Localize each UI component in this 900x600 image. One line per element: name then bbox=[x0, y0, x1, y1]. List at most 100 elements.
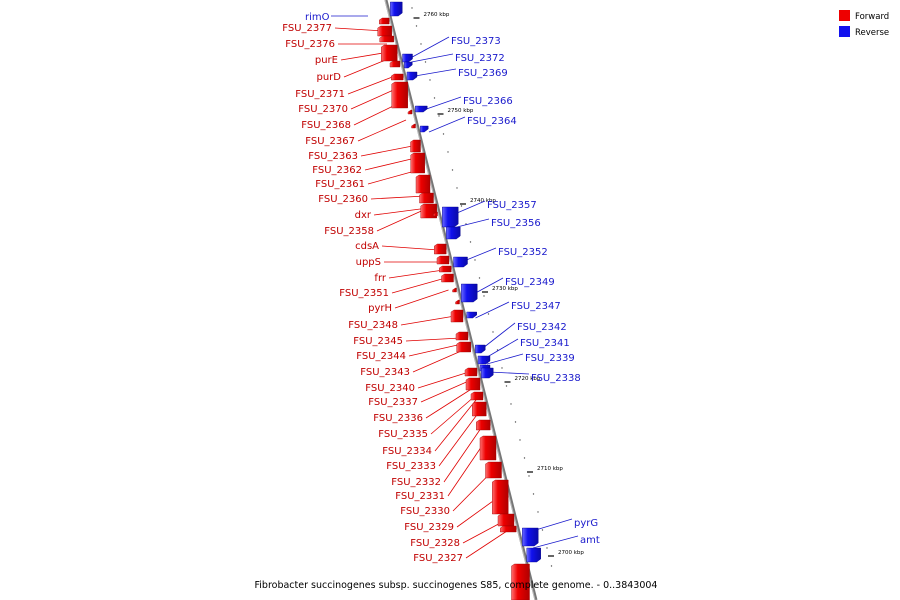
forward-gene-block bbox=[381, 44, 398, 62]
tick-label: 2700 kbp bbox=[558, 550, 584, 556]
forward-leader-line bbox=[405, 337, 461, 342]
reverse-gene-label: FSU_2341 bbox=[520, 338, 570, 349]
reverse-gene-label: FSU_2364 bbox=[467, 116, 517, 127]
reverse-gene-label: FSU_2372 bbox=[455, 53, 505, 64]
forward-gene-block bbox=[379, 35, 394, 43]
forward-gene-block bbox=[411, 123, 416, 129]
scale-dot bbox=[546, 547, 548, 549]
forward-gene-label: FSU_2335 bbox=[378, 429, 428, 440]
reverse-gene-label: FSU_2366 bbox=[463, 96, 513, 107]
reverse-gene-block bbox=[526, 547, 541, 563]
forward-gene-label: FSU_2329 bbox=[404, 522, 454, 533]
legend-reverse-swatch bbox=[839, 26, 850, 37]
forward-gene-label: FSU_2348 bbox=[348, 320, 398, 331]
forward-leader-line bbox=[425, 387, 474, 419]
forward-gene-label: FSU_2376 bbox=[285, 39, 335, 50]
forward-gene-label: FSU_2351 bbox=[339, 288, 389, 299]
scale-dot bbox=[433, 97, 436, 99]
reverse-gene-block bbox=[477, 355, 491, 365]
scale-dot bbox=[456, 187, 458, 189]
reverse-gene-block bbox=[420, 125, 429, 133]
forward-gene-label: FSU_2337 bbox=[368, 397, 418, 408]
forward-leader-line bbox=[434, 399, 477, 452]
reverse-leader-line bbox=[532, 535, 579, 549]
scale-dot bbox=[424, 61, 427, 63]
forward-gene-block bbox=[410, 139, 421, 153]
forward-gene-block bbox=[419, 192, 434, 204]
forward-leader-line bbox=[364, 157, 416, 171]
genome-axis bbox=[384, 0, 538, 600]
scale-dot bbox=[514, 421, 517, 423]
reverse-gene-label: FSU_2338 bbox=[531, 373, 581, 384]
forward-leader-line bbox=[420, 379, 472, 403]
tick-label: 2730 kbp bbox=[492, 286, 518, 292]
forward-gene-label: FSU_2331 bbox=[395, 491, 445, 502]
reverse-gene-label: FSU_2339 bbox=[525, 353, 575, 364]
forward-leader-line bbox=[447, 439, 487, 497]
tick-label: 2750 kbp bbox=[448, 108, 474, 114]
forward-gene-block bbox=[472, 401, 487, 417]
forward-gene-block bbox=[407, 109, 413, 115]
scale-dot bbox=[505, 385, 508, 387]
scale-dot bbox=[415, 25, 418, 27]
reverse-gene-label: FSU_2357 bbox=[487, 200, 537, 211]
forward-gene-block bbox=[391, 81, 408, 109]
forward-leader-line bbox=[430, 395, 476, 435]
reverse-leader-line bbox=[486, 353, 524, 365]
caption: Fibrobacter succinogenes subsp. succinog… bbox=[255, 580, 658, 591]
forward-gene-block bbox=[420, 203, 437, 219]
scale-dot bbox=[541, 529, 544, 531]
forward-gene-block bbox=[464, 367, 478, 377]
forward-gene-label: dxr bbox=[355, 210, 372, 221]
legend-forward-swatch bbox=[839, 10, 850, 21]
forward-gene-block bbox=[500, 525, 517, 533]
forward-gene-label: FSU_2345 bbox=[353, 336, 403, 347]
forward-gene-block bbox=[389, 60, 401, 68]
legend-forward-label: Forward bbox=[855, 12, 889, 22]
forward-gene-block bbox=[379, 17, 390, 25]
forward-gene-label: frr bbox=[374, 273, 386, 284]
scale-dot bbox=[532, 493, 535, 495]
forward-gene-block bbox=[433, 211, 438, 217]
forward-leader-line bbox=[347, 75, 396, 95]
reverse-leader-line bbox=[485, 338, 519, 359]
genome-axis-highlight bbox=[384, 0, 536, 600]
forward-gene-block bbox=[455, 299, 460, 305]
tick-label: 2720 kbp bbox=[515, 376, 541, 382]
legend: Forward Reverse bbox=[839, 10, 889, 38]
reverse-leader-line bbox=[482, 322, 516, 349]
reverse-gene-label: FSU_2349 bbox=[505, 277, 555, 288]
forward-gene-label: FSU_2360 bbox=[318, 194, 368, 205]
forward-leader-line bbox=[400, 315, 456, 326]
scale-dot bbox=[442, 133, 445, 135]
forward-gene-block bbox=[410, 152, 425, 174]
gene-labels: FSU_2377 FSU_2376 purE purD FSU_2371 FSU_2370… bbox=[282, 12, 600, 564]
forward-gene-label: purE bbox=[315, 55, 338, 66]
forward-leader-line bbox=[394, 289, 449, 309]
forward-gene-label: FSU_2361 bbox=[315, 179, 365, 190]
forward-gene-block bbox=[511, 563, 530, 600]
forward-gene-label: purD bbox=[317, 72, 342, 83]
reverse-gene-block bbox=[406, 71, 418, 81]
forward-leader-line bbox=[417, 371, 470, 389]
forward-gene-block bbox=[492, 479, 509, 515]
forward-gene-block bbox=[456, 341, 471, 353]
forward-leader-line bbox=[408, 343, 463, 357]
scale-dot bbox=[501, 367, 503, 369]
tick-marks: 2760 kbp 2750 kbp 2740 kbp 2730 kbp 2720 kbp… bbox=[413, 12, 584, 557]
forward-gene-label: FSU_2363 bbox=[308, 151, 358, 162]
forward-gene-block bbox=[470, 391, 484, 401]
forward-leader-line bbox=[443, 425, 483, 483]
scale-dot bbox=[483, 295, 485, 297]
scale-dot bbox=[429, 79, 431, 81]
reverse-gene-block bbox=[442, 206, 459, 228]
reverse-gene-label: amt bbox=[580, 535, 600, 546]
forward-gene-block bbox=[391, 73, 404, 81]
reverse-gene-block bbox=[461, 283, 478, 303]
reverse-gene-block bbox=[402, 53, 413, 63]
reverse-gene-label: FSU_2356 bbox=[491, 218, 541, 229]
legend-reverse-label: Reverse bbox=[855, 28, 889, 38]
scale-dot bbox=[510, 403, 512, 405]
forward-gene-block bbox=[465, 377, 481, 391]
